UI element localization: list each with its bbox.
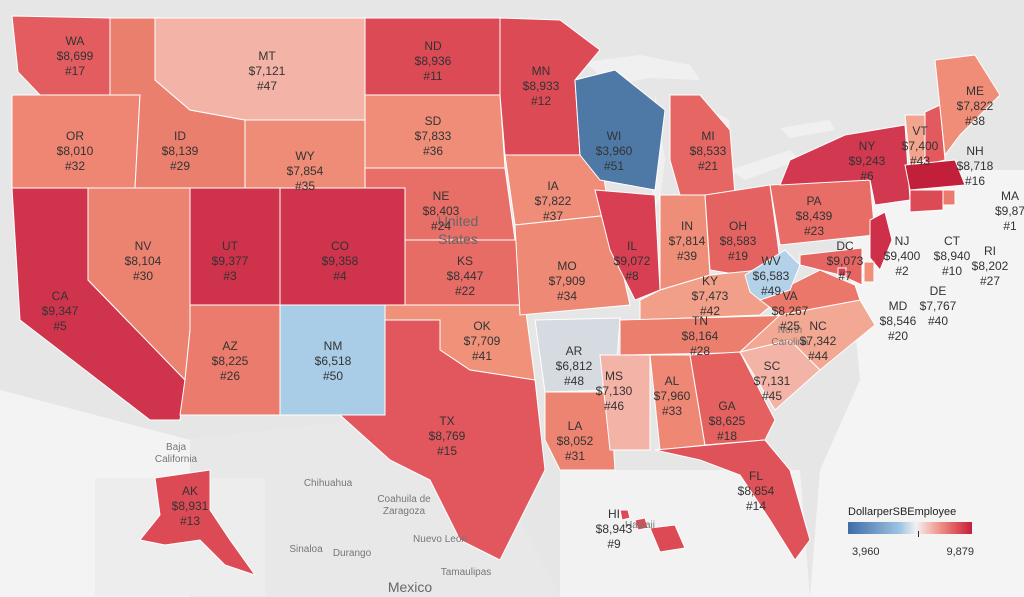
state-label-SD: SD $7,833 #36 [415,114,452,158]
state-LA[interactable] [544,391,616,471]
state-label-MT: MT $7,121 #47 [249,49,286,93]
state-label-MN: MN $8,933 #12 [523,64,560,108]
state-label-PA: PA $8,439 #23 [796,194,833,238]
state-label-CO: CO $9,358 #4 [322,239,359,283]
state-label-MO: MO $7,909 #34 [549,259,586,303]
state-label-TX: TX $8,769 #15 [429,414,466,458]
state-label-VT: VT $7,400 #43 [902,124,939,168]
label-coahuila-1: Coahuila de [377,494,431,505]
state-label-AL: AL $7,960 #33 [654,374,691,418]
label-chihuahua: Chihuahua [304,478,353,489]
state-label-ND: ND $8,936 #11 [415,39,452,83]
state-label-MS: MS $7,130 #46 [596,369,633,413]
label-durango: Durango [333,548,372,559]
state-label-HI: HI $8,943 #9 [596,507,633,551]
state-label-UT: UT $9,377 #3 [212,239,249,283]
state-label-CT: CT $8,940 #10 [934,234,971,278]
state-NY[interactable] [779,124,911,206]
state-label-WI: WI $3,960 #51 [596,129,633,173]
legend-min-value: 3,960 [852,546,880,558]
label-coahuila-2: Zaragoza [383,506,426,517]
gulf-water [560,470,810,597]
state-label-OK: OK $7,709 #41 [464,319,501,363]
state-label-NE: NE $8,403 #24 [423,189,460,233]
state-VA[interactable] [759,269,861,316]
state-label-CA: CA $9,347 #5 [42,289,79,333]
state-label-IL: IL $9,072 #8 [614,239,651,283]
state-label-MI: MI $8,533 #21 [690,129,727,173]
state-label-WA: WA $8,699 #17 [57,34,94,78]
state-MA[interactable] [904,159,966,191]
label-united: United [438,213,478,229]
state-label-SC: SC $7,131 #45 [754,359,791,403]
state-DE[interactable] [863,261,875,283]
state-label-FL: FL $8,854 #14 [738,469,775,513]
legend-gradient-bar [848,522,972,537]
label-sinaloa: Sinaloa [289,544,323,555]
label-tamaulipas: Tamaulipas [441,567,492,578]
state-AK[interactable] [139,469,257,576]
state-RI[interactable] [942,189,956,206]
state-label-RI: RI $8,202 #27 [972,244,1009,288]
state-label-OH: OH $8,583 #19 [720,219,757,263]
state-label-NC: NC $7,342 #44 [800,319,837,363]
state-FL[interactable] [654,439,811,561]
label-mexico: Mexico [388,579,433,595]
lake-erie-ontario [730,120,835,180]
state-label-ID: ID $8,139 #29 [162,129,199,173]
state-IL[interactable] [594,189,661,301]
label-nuevo-leon: Nuevo León [413,534,467,545]
state-MO[interactable] [514,214,631,316]
legend-midpoint-mark [918,531,919,537]
legend-title: DollarperSBEmployee [848,506,957,518]
state-label-VA: VA $8,267 #25 [772,289,809,333]
label-north: North [778,325,802,336]
state-label-NH: NH $8,718 #16 [957,144,994,188]
state-NH[interactable] [924,104,946,166]
state-label-WY: WY $7,854 #35 [287,149,324,193]
state-label-MA: MA $9,87 #1 [995,189,1024,233]
state-label-LA: LA $8,052 #31 [557,419,594,463]
color-legend: DollarperSBEmployee 3,960 9,879 [848,506,978,566]
state-label-KS: KS $8,447 #22 [447,254,484,298]
state-label-DE: DE $7,767 #40 [920,284,957,328]
state-label-AK: AK $8,931 #13 [172,484,209,528]
state-labels: WA $8,699 #17 OR $8,010 #32 CA $9,347 #5 NV $8,104… [42,34,1024,551]
state-label-AR: AR $6,812 #48 [556,344,593,388]
state-label-AZ: AZ $8,225 #26 [212,339,249,383]
state-HI[interactable] [619,509,686,553]
state-DC[interactable] [837,267,847,277]
label-baja: Baja [166,442,186,453]
state-label-NJ: NJ $9,400 #2 [884,234,921,278]
mexico-land [180,420,560,597]
state-label-WV: WV $6,583 #49 [753,254,790,298]
state-label-IA: IA $7,822 #37 [535,179,572,223]
state-label-GA: GA $8,625 #18 [709,399,746,443]
state-GA[interactable] [689,351,776,446]
state-label-MD: MD $8,546 #20 [880,299,917,343]
state-CT[interactable] [909,189,944,213]
state-NJ[interactable] [869,211,893,271]
state-label-NM: NM $6,518 #50 [315,339,352,383]
state-label-KY: KY $7,473 #42 [692,274,729,318]
label-california: California [155,454,198,465]
state-label-NV: NV $8,104 #30 [125,239,162,283]
state-MS[interactable] [599,354,651,451]
state-label-ME: ME $7,822 #38 [957,84,994,128]
label-carolina: Carolina [771,337,809,348]
state-label-IN: IN $7,814 #39 [669,219,706,263]
state-TX[interactable] [338,319,546,561]
state-label-OR: OR $8,010 #32 [57,129,94,173]
state-label-NY: NY $9,243 #6 [849,139,886,183]
state-ME[interactable] [934,54,1001,157]
state-label-DC: DC $9,073 #7 [827,239,864,283]
label-states: States [438,231,478,247]
state-WI[interactable] [574,69,666,191]
legend-max-value: 9,879 [946,546,974,558]
state-label-TN: TN $8,164 #28 [682,314,719,358]
label-hawaii: Hawaii [625,520,655,531]
state-WV[interactable] [744,249,801,301]
